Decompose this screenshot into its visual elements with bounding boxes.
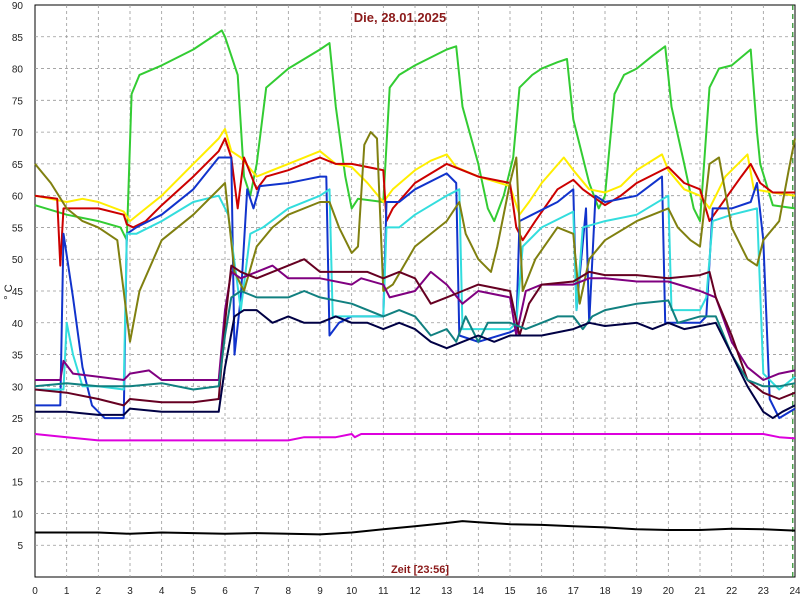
x-tick-label: 7 [254,586,260,597]
series-line-4 [35,156,796,420]
series-line-9 [34,290,796,391]
series-lines [34,29,796,536]
x-tick-label: 21 [694,586,706,597]
series-line-5 [35,188,796,391]
x-tick-label: 18 [599,586,611,597]
y-tick-label: 45 [12,287,24,298]
x-tick-label: 12 [409,586,421,597]
y-tick-label: 65 [12,160,24,171]
y-tick-labels: 5 10 15 20 25 30 35 40 45 50 55 60 65 70 75 80 85 90 [12,1,24,552]
y-tick-label: 35 [12,351,24,362]
y-tick-label: 55 [12,223,24,234]
x-tick-label: 10 [346,586,358,597]
series-line-6 [34,131,796,343]
x-tick-label: 17 [568,586,580,597]
x-tick-label: 24 [789,586,800,597]
y-tick-label: 50 [12,255,24,266]
x-tick-label: 4 [159,586,165,597]
y-tick-label: 10 [12,509,24,520]
x-tick-label: 20 [663,586,675,597]
series-line-3 [34,137,795,267]
y-tick-label: 90 [12,1,24,12]
x-tick-label: 15 [504,586,516,597]
x-tick-label: 13 [441,586,453,597]
y-tick-label: 20 [12,446,24,457]
x-tick-label: 14 [473,586,485,597]
x-tick-label: 2 [96,586,102,597]
y-tick-label: 75 [12,96,24,107]
y-tick-label: 60 [12,192,24,203]
series-line-2 [34,127,796,223]
series-line-10 [35,309,796,420]
x-tick-label: 11 [378,586,389,597]
y-tick-label: 85 [12,33,24,44]
chart-title: Die, 28.01.2025 [354,10,447,25]
series-line-8 [34,258,796,407]
x-tick-label: 3 [127,586,133,597]
series-line-11 [34,433,796,442]
y-tick-label: 30 [12,382,24,393]
x-tick-label: 16 [536,586,548,597]
y-tick-label: 15 [12,478,24,489]
x-tick-label: 6 [222,586,228,597]
series-line-12 [35,520,796,536]
series-line-1 [34,29,796,242]
x-tick-labels: 0 1 2 3 4 5 6 7 8 9 10 11 12 13 14 15 16 17 18 19 20 21 22 23 24 [32,586,800,597]
y-axis-label: ° C [3,284,15,299]
x-tick-label: 23 [758,586,770,597]
x-tick-label: 1 [64,586,70,597]
y-tick-label: 70 [12,128,24,139]
x-tick-label: 9 [317,586,323,597]
x-tick-label: 8 [286,586,292,597]
x-axis-label: Zeit [23:56] [391,564,449,576]
y-tick-label: 25 [12,414,24,425]
grid [34,4,796,578]
series-line-7 [35,264,796,381]
x-tick-label: 22 [726,586,738,597]
x-tick-label: 19 [631,586,643,597]
y-tick-label: 40 [12,319,24,330]
x-tick-label: 0 [32,586,38,597]
y-tick-label: 80 [12,65,24,76]
x-tick-label: 5 [191,586,197,597]
y-tick-label: 5 [17,541,23,552]
